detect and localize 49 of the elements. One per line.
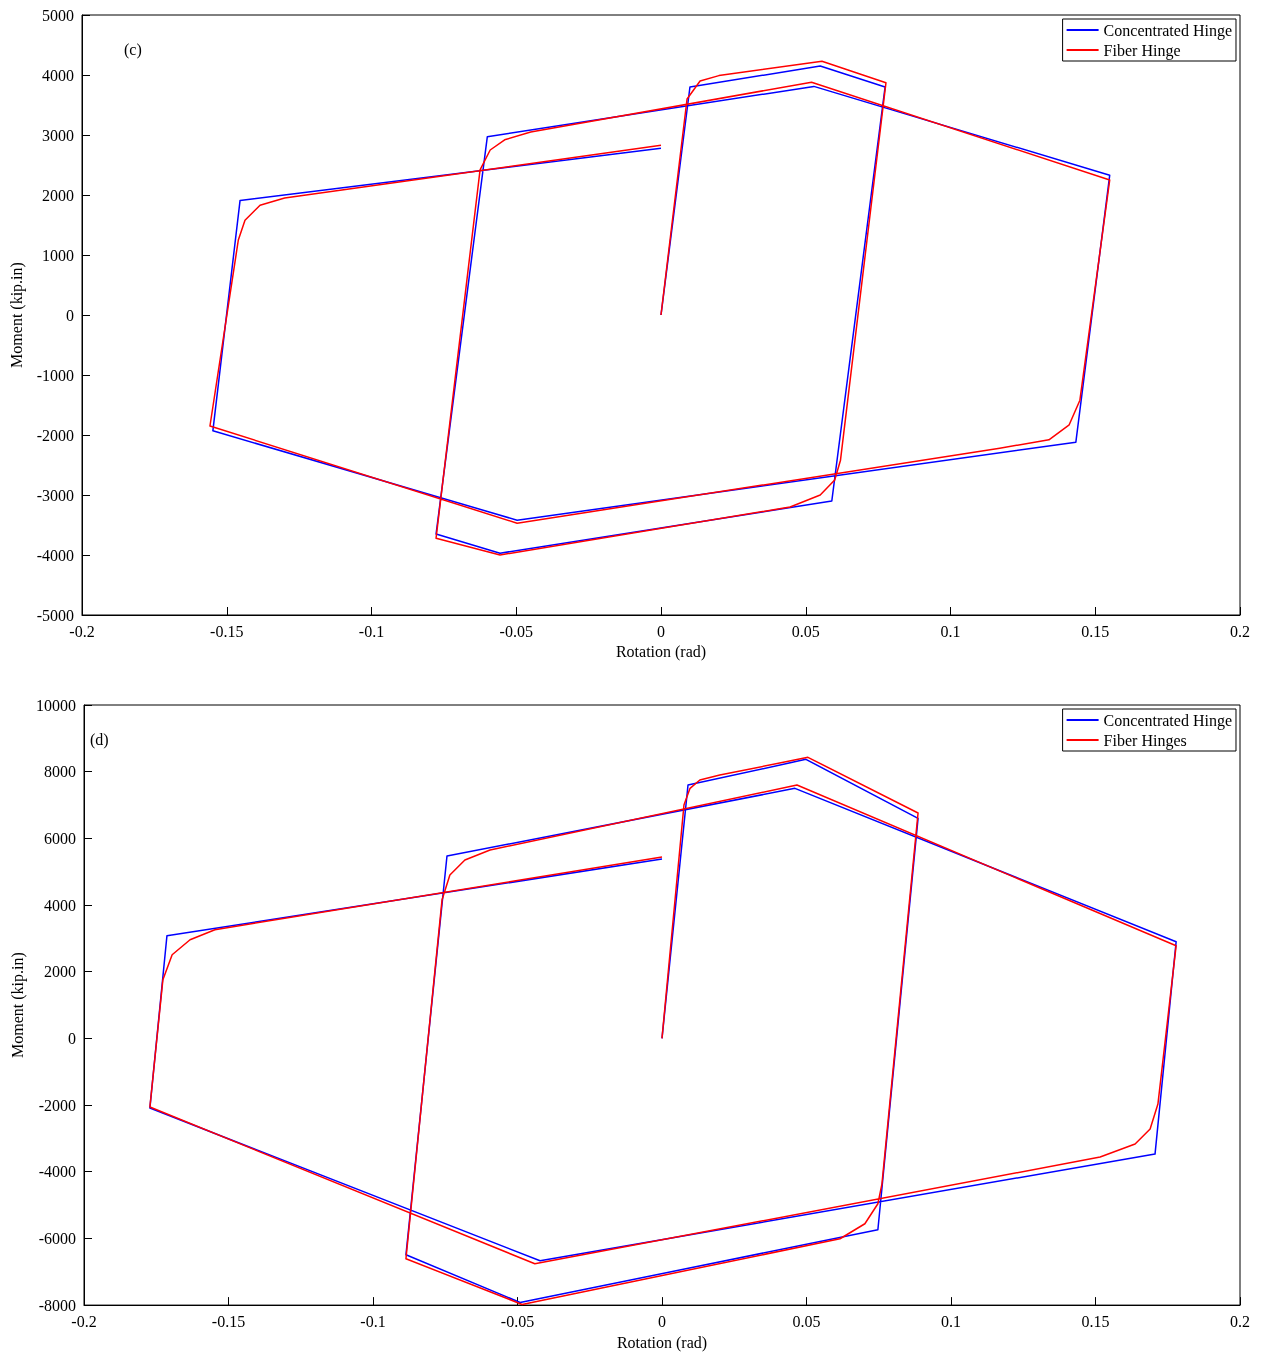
- x-tick-label: 0.2: [1230, 622, 1250, 640]
- x-tick-label: 0: [657, 622, 665, 640]
- x-tick-label: 0: [658, 1312, 666, 1330]
- y-tick-label: 0: [66, 306, 74, 324]
- y-tick-label: 4000: [44, 896, 76, 914]
- y-tick-label: -2000: [36, 426, 74, 444]
- annotation: (c): [124, 40, 142, 59]
- x-tick-label: 0.15: [1081, 622, 1110, 640]
- y-tick-label: 10000: [36, 696, 76, 714]
- x-tick-label: -0.05: [499, 622, 533, 640]
- x-axis-title: Rotation (rad): [616, 1333, 708, 1352]
- y-tick-label: 6000: [44, 829, 76, 847]
- legend-label: Fiber Hinge: [1103, 41, 1181, 60]
- legend-label: Fiber Hinges: [1103, 731, 1187, 750]
- y-tick-label: -8000: [38, 1296, 76, 1314]
- x-tick-label: 0.2: [1230, 1312, 1250, 1330]
- x-tick-label: 0.1: [941, 1312, 961, 1330]
- x-axis-title: Rotation (rad): [615, 643, 707, 662]
- y-tick-label: -3000: [36, 486, 74, 504]
- y-tick-label: 4000: [42, 66, 74, 84]
- y-axis-title: Moment (kip.in): [7, 262, 26, 368]
- y-tick-label: -1000: [36, 366, 74, 384]
- y-tick-label: 5000: [42, 6, 74, 24]
- y-tick-label: 3000: [42, 126, 74, 144]
- x-tick-label: -0.1: [358, 622, 385, 640]
- y-tick-label: -4000: [38, 1163, 76, 1181]
- annotation: (d): [90, 730, 109, 749]
- x-tick-label: 0.05: [792, 1312, 821, 1330]
- y-tick-label: 2000: [44, 963, 76, 981]
- x-tick-label: -0.1: [360, 1312, 386, 1330]
- y-tick-label: -4000: [36, 546, 74, 564]
- y-tick-label: 8000: [44, 763, 76, 781]
- legend-label: Concentrated Hinge: [1103, 21, 1233, 40]
- legend-label: Concentrated Hinge: [1103, 711, 1233, 730]
- y-tick-label: -2000: [38, 1096, 76, 1114]
- y-tick-label: 1000: [42, 246, 74, 264]
- x-tick-label: 0.15: [1081, 1312, 1110, 1330]
- y-tick-label: 2000: [42, 186, 74, 204]
- x-tick-label: -0.05: [500, 1312, 535, 1330]
- y-tick-label: -5000: [36, 606, 74, 624]
- y-axis-title: Moment (kip.in): [8, 952, 27, 1058]
- x-tick-label: 0.05: [791, 622, 820, 640]
- x-tick-label: -0.15: [211, 1312, 246, 1330]
- y-tick-label: 0: [68, 1029, 76, 1047]
- y-tick-label: -6000: [38, 1229, 76, 1247]
- x-tick-label: 0.1: [940, 622, 961, 640]
- x-tick-label: -0.2: [71, 1312, 97, 1330]
- x-tick-label: -0.2: [69, 622, 95, 640]
- x-tick-label: -0.15: [210, 622, 244, 640]
